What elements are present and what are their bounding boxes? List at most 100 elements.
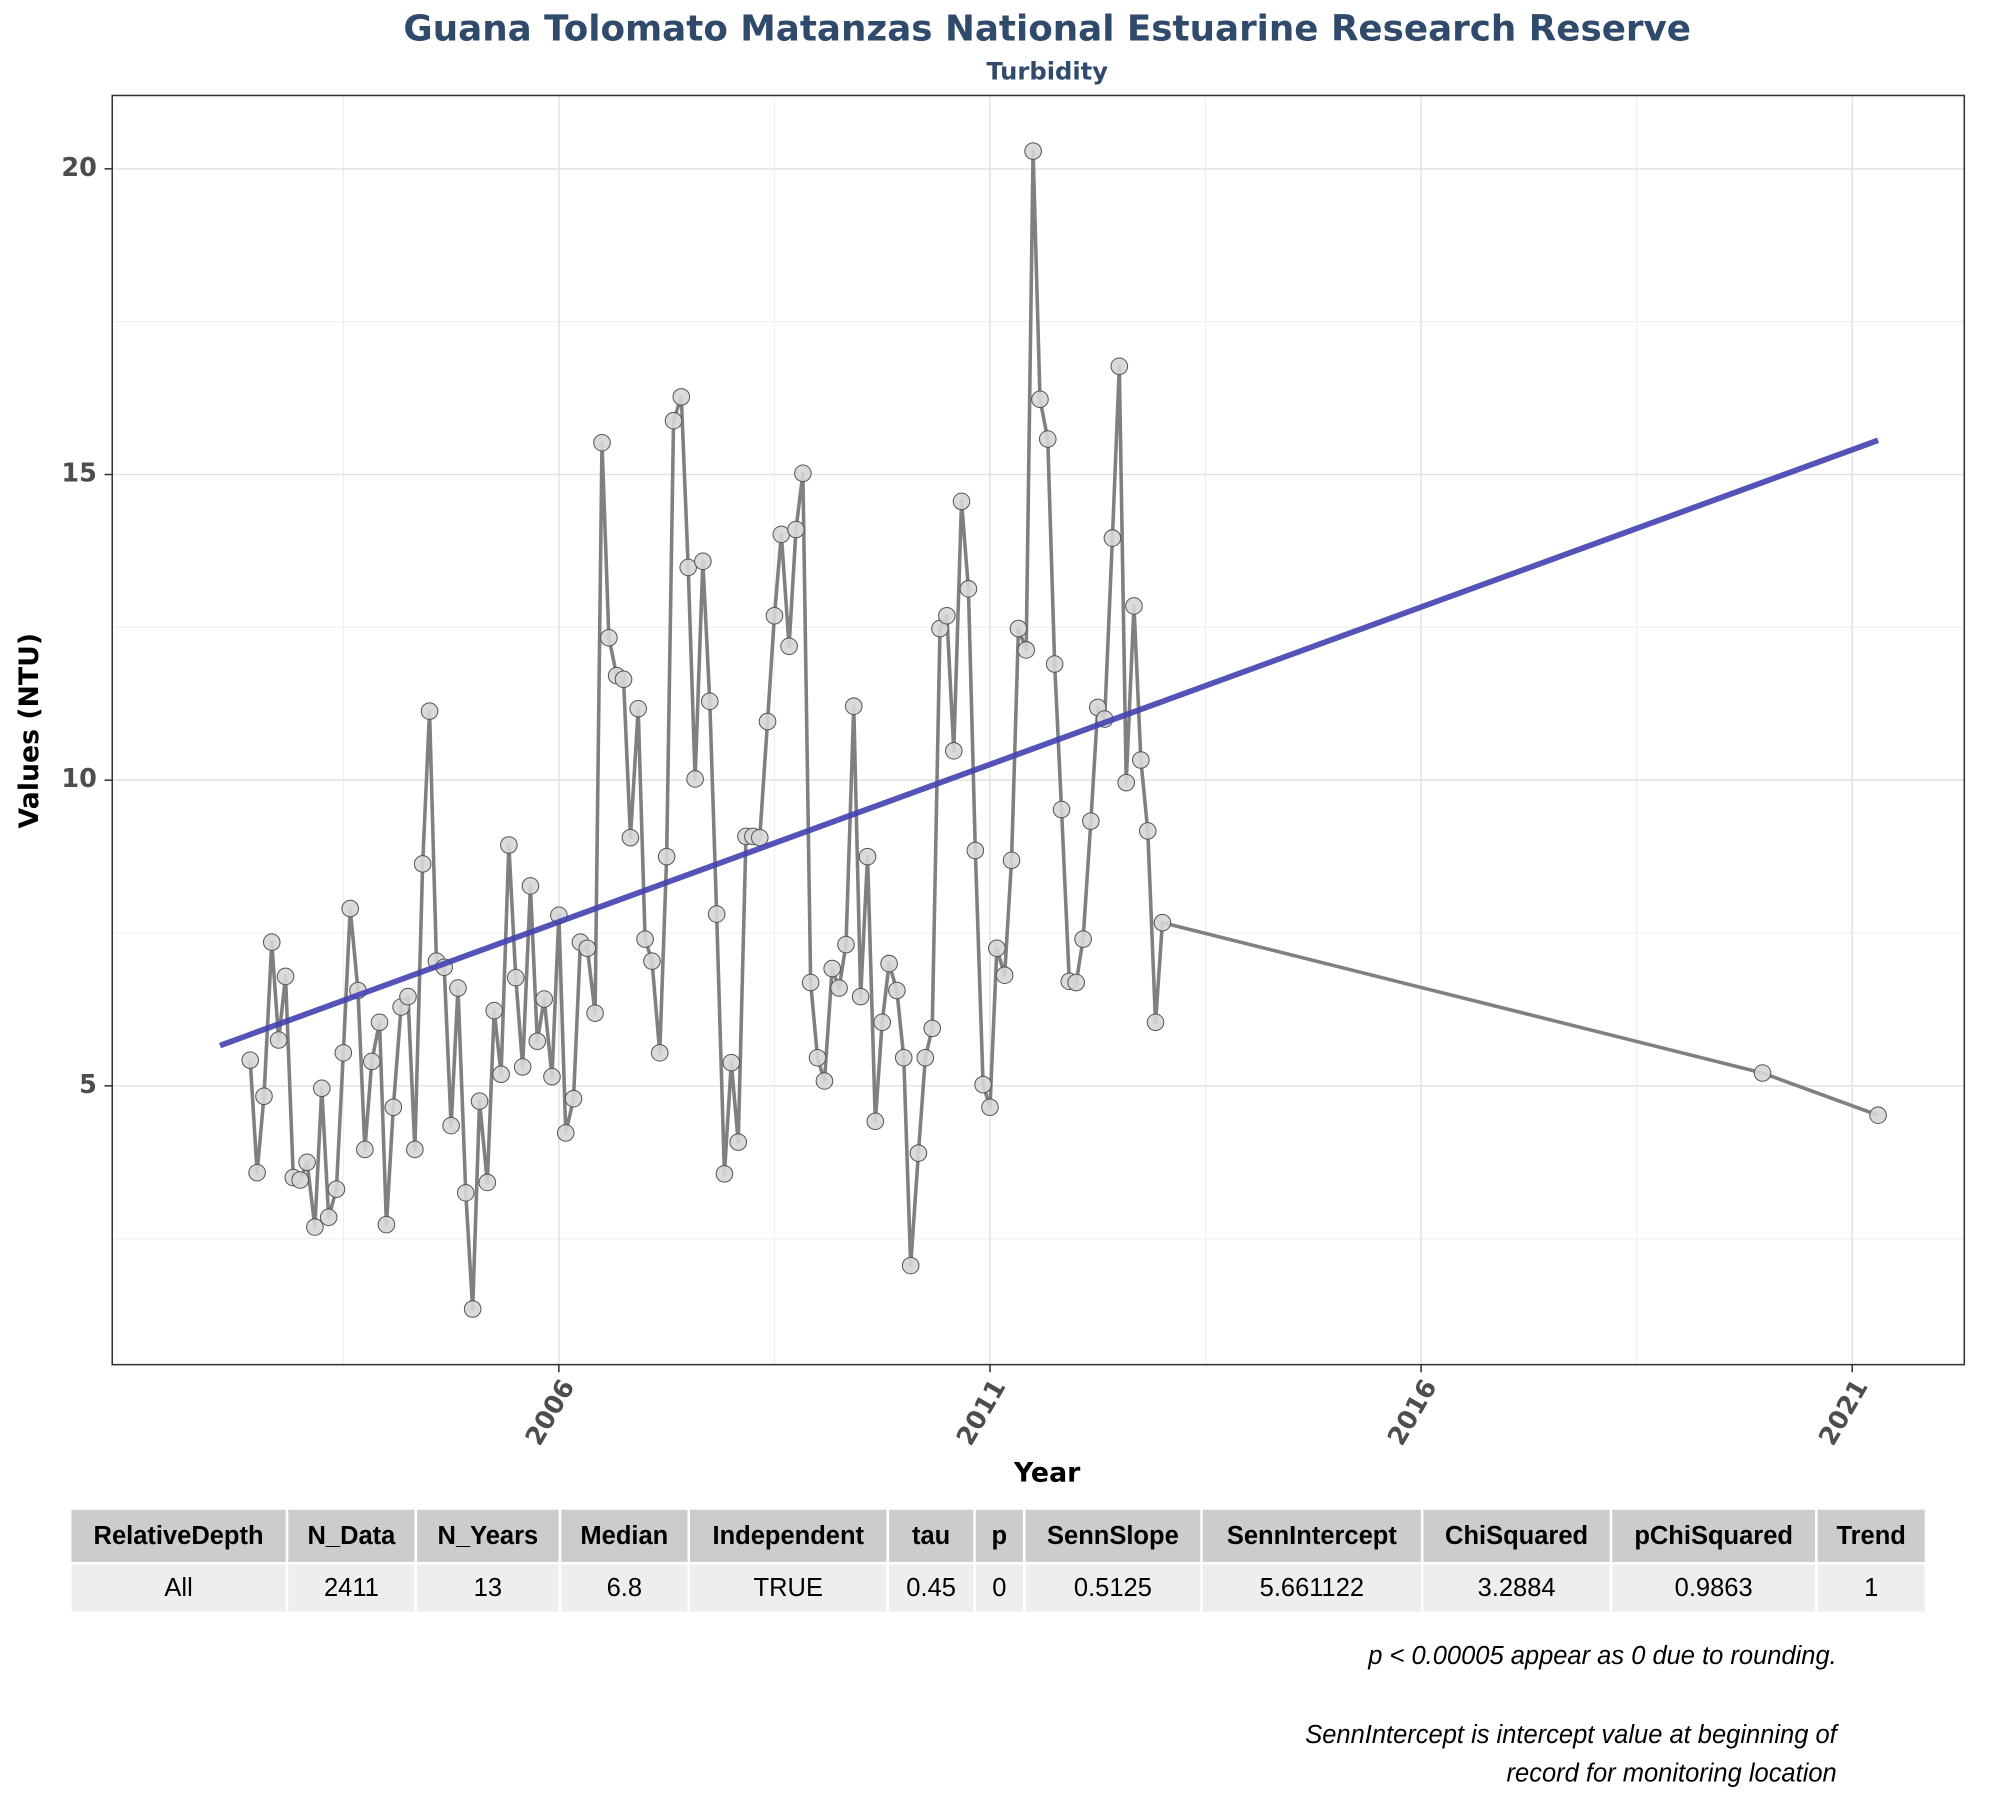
data-point — [938, 606, 956, 625]
data-point — [995, 966, 1014, 984]
data-point — [1038, 430, 1057, 448]
data-point — [1031, 390, 1049, 409]
table-header-cell — [1423, 1509, 1610, 1562]
stats-table: RelativeDepth N_Data N_Years Median Independ… — [71, 1509, 1925, 1612]
data-point — [291, 1171, 310, 1189]
data-point — [456, 1184, 475, 1202]
data-point — [413, 855, 432, 873]
table-header-cell — [71, 1509, 286, 1562]
data-point — [901, 1256, 920, 1275]
table-header-text: SennIntercept — [1227, 1522, 1398, 1550]
table-header-text: p — [992, 1522, 1008, 1550]
data-point — [399, 987, 417, 1006]
data-point — [327, 1180, 346, 1198]
table-header-cell — [889, 1509, 974, 1562]
plot-border — [111, 94, 1966, 1366]
data-point — [1869, 1106, 1887, 1124]
data-point — [312, 1079, 331, 1098]
data-point — [636, 930, 654, 948]
table-header-text: pChiSquared — [1634, 1522, 1793, 1550]
data-point — [334, 1044, 353, 1062]
table-header-cell — [288, 1509, 415, 1562]
data-point — [370, 1013, 389, 1032]
data-point — [894, 1048, 913, 1067]
table-header-text: N_Data — [307, 1522, 396, 1550]
data-point — [593, 433, 611, 452]
data-point — [1125, 597, 1143, 615]
data-point — [1110, 357, 1129, 376]
data-point — [470, 1092, 489, 1110]
table-cell — [889, 1564, 974, 1612]
table-header-text: RelativeDepth — [94, 1522, 264, 1550]
data-point — [844, 697, 863, 715]
data-point — [513, 1058, 532, 1076]
data-point — [966, 841, 985, 860]
table-header-cell — [417, 1509, 559, 1562]
table-header-cell — [1817, 1509, 1925, 1562]
data-point — [672, 388, 691, 406]
data-point — [362, 1052, 381, 1071]
table-cell — [975, 1564, 1023, 1612]
table-cell-text: 5.661122 — [1260, 1574, 1364, 1602]
data-point — [1103, 529, 1122, 547]
data-point — [888, 981, 906, 1000]
data-point — [837, 935, 855, 954]
data-point — [1138, 822, 1157, 840]
table-cell-text: 2411 — [324, 1574, 379, 1602]
table-cell — [288, 1564, 415, 1612]
data-point — [686, 770, 704, 788]
data-point — [873, 1013, 892, 1032]
data-point — [1009, 619, 1028, 638]
data-point — [880, 954, 898, 973]
data-point — [463, 1300, 482, 1318]
data-point — [586, 1004, 604, 1022]
data-point — [909, 1144, 928, 1162]
data-point — [1117, 773, 1136, 792]
data-point — [319, 1208, 338, 1227]
data-point — [823, 959, 841, 978]
data-point — [694, 552, 712, 571]
data-point — [492, 1065, 510, 1084]
data-point — [262, 933, 281, 951]
data-point — [1132, 751, 1150, 769]
data-point — [420, 702, 439, 720]
trend-line — [219, 437, 1880, 1049]
data-point — [916, 1048, 935, 1067]
table-header-text: N_Years — [438, 1522, 539, 1550]
data-point — [923, 1019, 942, 1038]
table-header-text: Independent — [712, 1522, 864, 1550]
data-point — [858, 847, 877, 866]
data-point — [944, 742, 963, 760]
data-point — [629, 699, 647, 718]
data-point — [241, 1051, 260, 1069]
table-header-text: Median — [580, 1522, 668, 1550]
data-point — [830, 979, 848, 997]
table-cell-text: 0.9863 — [1675, 1574, 1753, 1602]
table-header-text: tau — [912, 1522, 950, 1550]
data-point — [657, 847, 676, 866]
data-point — [780, 637, 798, 656]
data-point — [981, 1098, 999, 1117]
data-point — [600, 628, 618, 647]
table-cell — [1612, 1564, 1816, 1612]
table-cell-text: 13 — [474, 1574, 502, 1602]
table-cell-text: TRUE — [754, 1574, 823, 1602]
data-point — [442, 1116, 460, 1135]
table-cell — [1025, 1564, 1201, 1612]
note: record for monitoring location — [1507, 1759, 1837, 1787]
data-point — [772, 525, 791, 544]
data-point — [707, 905, 726, 923]
data-point — [1074, 930, 1092, 948]
data-point — [801, 973, 820, 992]
data-point — [478, 1173, 497, 1192]
data-point — [808, 1048, 827, 1067]
data-point — [643, 952, 661, 970]
table-header-text: SennSlope — [1047, 1522, 1179, 1550]
data-point — [1146, 1013, 1165, 1032]
table-cell-text: 6.8 — [607, 1574, 642, 1602]
table-header-cell — [1202, 1509, 1421, 1562]
table-header-cell — [1025, 1509, 1201, 1562]
data-point — [535, 990, 554, 1008]
data-point — [815, 1072, 834, 1090]
